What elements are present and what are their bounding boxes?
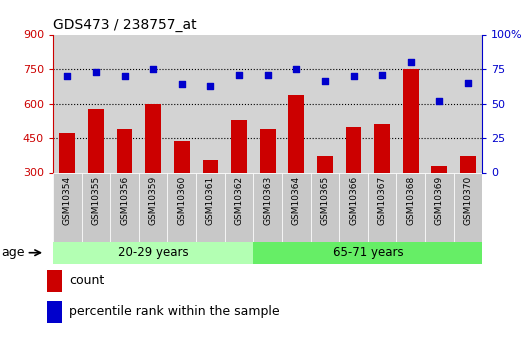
- Bar: [196, 172, 225, 242]
- Bar: [346, 127, 361, 172]
- Point: [349, 73, 358, 79]
- Bar: [47, 270, 62, 292]
- Text: 65-71 years: 65-71 years: [332, 246, 403, 259]
- Bar: [53, 241, 253, 264]
- Bar: [425, 172, 454, 242]
- Bar: [374, 124, 390, 172]
- Text: 20-29 years: 20-29 years: [118, 246, 189, 259]
- Point: [263, 72, 272, 77]
- Bar: [225, 172, 253, 242]
- Point: [206, 83, 215, 88]
- Text: GSM10369: GSM10369: [435, 176, 444, 225]
- Text: GSM10367: GSM10367: [378, 176, 386, 225]
- Point: [149, 66, 157, 72]
- Text: GSM10362: GSM10362: [235, 176, 243, 225]
- Point: [407, 59, 415, 65]
- Bar: [282, 172, 311, 242]
- Bar: [145, 104, 161, 172]
- Bar: [460, 156, 476, 172]
- Text: percentile rank within the sample: percentile rank within the sample: [69, 305, 279, 318]
- Text: GSM10368: GSM10368: [407, 176, 415, 225]
- Bar: [110, 172, 139, 242]
- Bar: [260, 129, 276, 172]
- Bar: [288, 96, 304, 172]
- Text: count: count: [69, 274, 104, 287]
- Point: [235, 72, 243, 77]
- Bar: [139, 172, 167, 242]
- Point: [178, 81, 186, 87]
- Text: GSM10365: GSM10365: [321, 176, 329, 225]
- Point: [63, 73, 72, 79]
- Bar: [174, 141, 190, 172]
- Text: GSM10360: GSM10360: [178, 176, 186, 225]
- Text: GSM10359: GSM10359: [149, 176, 157, 225]
- Point: [92, 69, 100, 75]
- Bar: [431, 166, 447, 172]
- Bar: [47, 301, 62, 323]
- Point: [464, 80, 472, 86]
- Bar: [82, 172, 110, 242]
- Bar: [368, 172, 396, 242]
- Bar: [253, 172, 282, 242]
- Text: GDS473 / 238757_at: GDS473 / 238757_at: [53, 18, 197, 32]
- Text: GSM10364: GSM10364: [292, 176, 301, 225]
- Point: [378, 72, 386, 77]
- Point: [435, 98, 444, 104]
- Text: GSM10356: GSM10356: [120, 176, 129, 225]
- Text: GSM10361: GSM10361: [206, 176, 215, 225]
- Bar: [311, 172, 339, 242]
- Bar: [317, 156, 333, 172]
- Point: [321, 79, 329, 84]
- Bar: [88, 109, 104, 172]
- Text: age: age: [1, 246, 24, 259]
- Point: [120, 73, 129, 79]
- Bar: [454, 172, 482, 242]
- Bar: [339, 172, 368, 242]
- Bar: [202, 160, 218, 172]
- Text: GSM10354: GSM10354: [63, 176, 72, 225]
- Bar: [396, 172, 425, 242]
- Bar: [253, 241, 482, 264]
- Text: GSM10355: GSM10355: [92, 176, 100, 225]
- Bar: [59, 134, 75, 172]
- Text: GSM10366: GSM10366: [349, 176, 358, 225]
- Point: [292, 66, 301, 72]
- Bar: [167, 172, 196, 242]
- Bar: [231, 120, 247, 172]
- Text: GSM10370: GSM10370: [464, 176, 472, 225]
- Bar: [53, 172, 82, 242]
- Text: GSM10363: GSM10363: [263, 176, 272, 225]
- Bar: [403, 69, 419, 172]
- Bar: [117, 129, 132, 172]
